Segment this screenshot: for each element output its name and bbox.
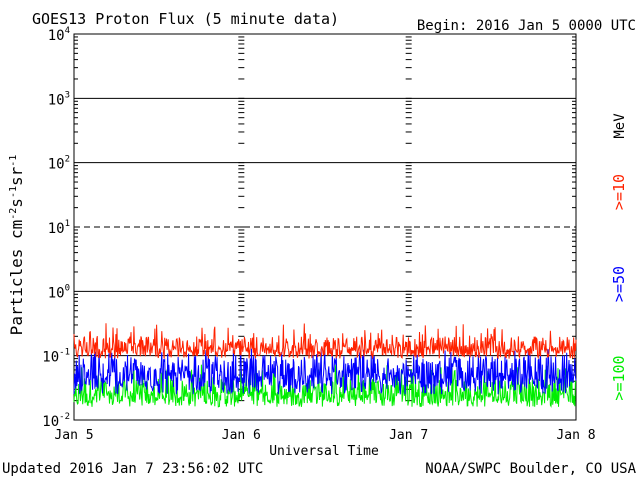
legend-unit: MeV [612, 113, 628, 139]
y-tick-label-6: 10-2 [42, 412, 70, 430]
x-tick-label-0: Jan 5 [54, 428, 93, 443]
series-line-0 [73, 323, 577, 360]
x-tick-label-3: Jan 8 [556, 428, 595, 443]
y-tick-label-4: 100 [48, 283, 70, 301]
series-line-2 [73, 364, 577, 408]
day-tick-marks [238, 36, 412, 421]
plot-area [73, 33, 577, 421]
begin-label: Begin: 2016 Jan 5 0000 UTC [417, 18, 636, 34]
y-tick-label-1: 103 [48, 90, 70, 108]
y-tick-base-6: 10 [42, 414, 59, 430]
data-source: NOAA/SWPC Boulder, CO USA [425, 461, 636, 477]
x-tick-label-1: Jan 6 [222, 428, 261, 443]
threshold-lines [74, 97, 576, 357]
y-tick-label-5: 10-1 [42, 348, 70, 366]
y-tick-exp-2: 2 [65, 155, 70, 165]
y-axis-label-sup1: -2 [8, 208, 19, 220]
y-axis-label-sup2: -1 [8, 186, 19, 198]
y-tick-exp-3: 1 [65, 219, 70, 229]
y-tick-base-3: 10 [48, 221, 65, 237]
y-tick-exp-5: -1 [59, 348, 70, 358]
y-axis-label-mid1: s [7, 198, 26, 208]
y-axis-label-main: Particles cm [7, 220, 26, 336]
y-axis-label: Particles cm-2s-1sr-1 [7, 155, 26, 336]
y-tick-label-2: 102 [48, 155, 70, 173]
y-tick-base-0: 10 [48, 28, 65, 44]
x-axis-label: Universal Time [269, 444, 379, 459]
y-tick-base-5: 10 [42, 350, 59, 366]
x-tick-label-2: Jan 7 [389, 428, 428, 443]
series-line-1 [73, 348, 577, 395]
x-tick-labels: Jan 5 Jan 6 Jan 7 Jan 8 [54, 428, 595, 443]
legend: MeV >=10 >=50 >=100 [610, 113, 628, 401]
y-tick-label-3: 101 [48, 219, 70, 237]
y-tick-exp-1: 3 [65, 90, 70, 100]
legend-series-10: >=10 [610, 174, 628, 210]
legend-series-50: >=50 [610, 266, 628, 302]
y-tick-label-0: 104 [48, 26, 70, 44]
series-layer [73, 323, 577, 408]
y-axis-label-sup3: -1 [8, 155, 19, 167]
chart-title: GOES13 Proton Flux (5 minute data) [32, 10, 339, 28]
y-tick-base-2: 10 [48, 157, 65, 173]
updated-timestamp: Updated 2016 Jan 7 23:56:02 UTC [2, 461, 263, 477]
y-tick-base-4: 10 [48, 285, 65, 301]
y-tick-exp-6: -2 [59, 412, 70, 422]
y-tick-exp-0: 4 [65, 26, 70, 36]
y-tick-exp-4: 0 [65, 283, 70, 293]
y-tick-base-1: 10 [48, 92, 65, 108]
y-axis-label-mid2: sr [7, 166, 26, 186]
legend-series-100: >=100 [610, 355, 628, 400]
